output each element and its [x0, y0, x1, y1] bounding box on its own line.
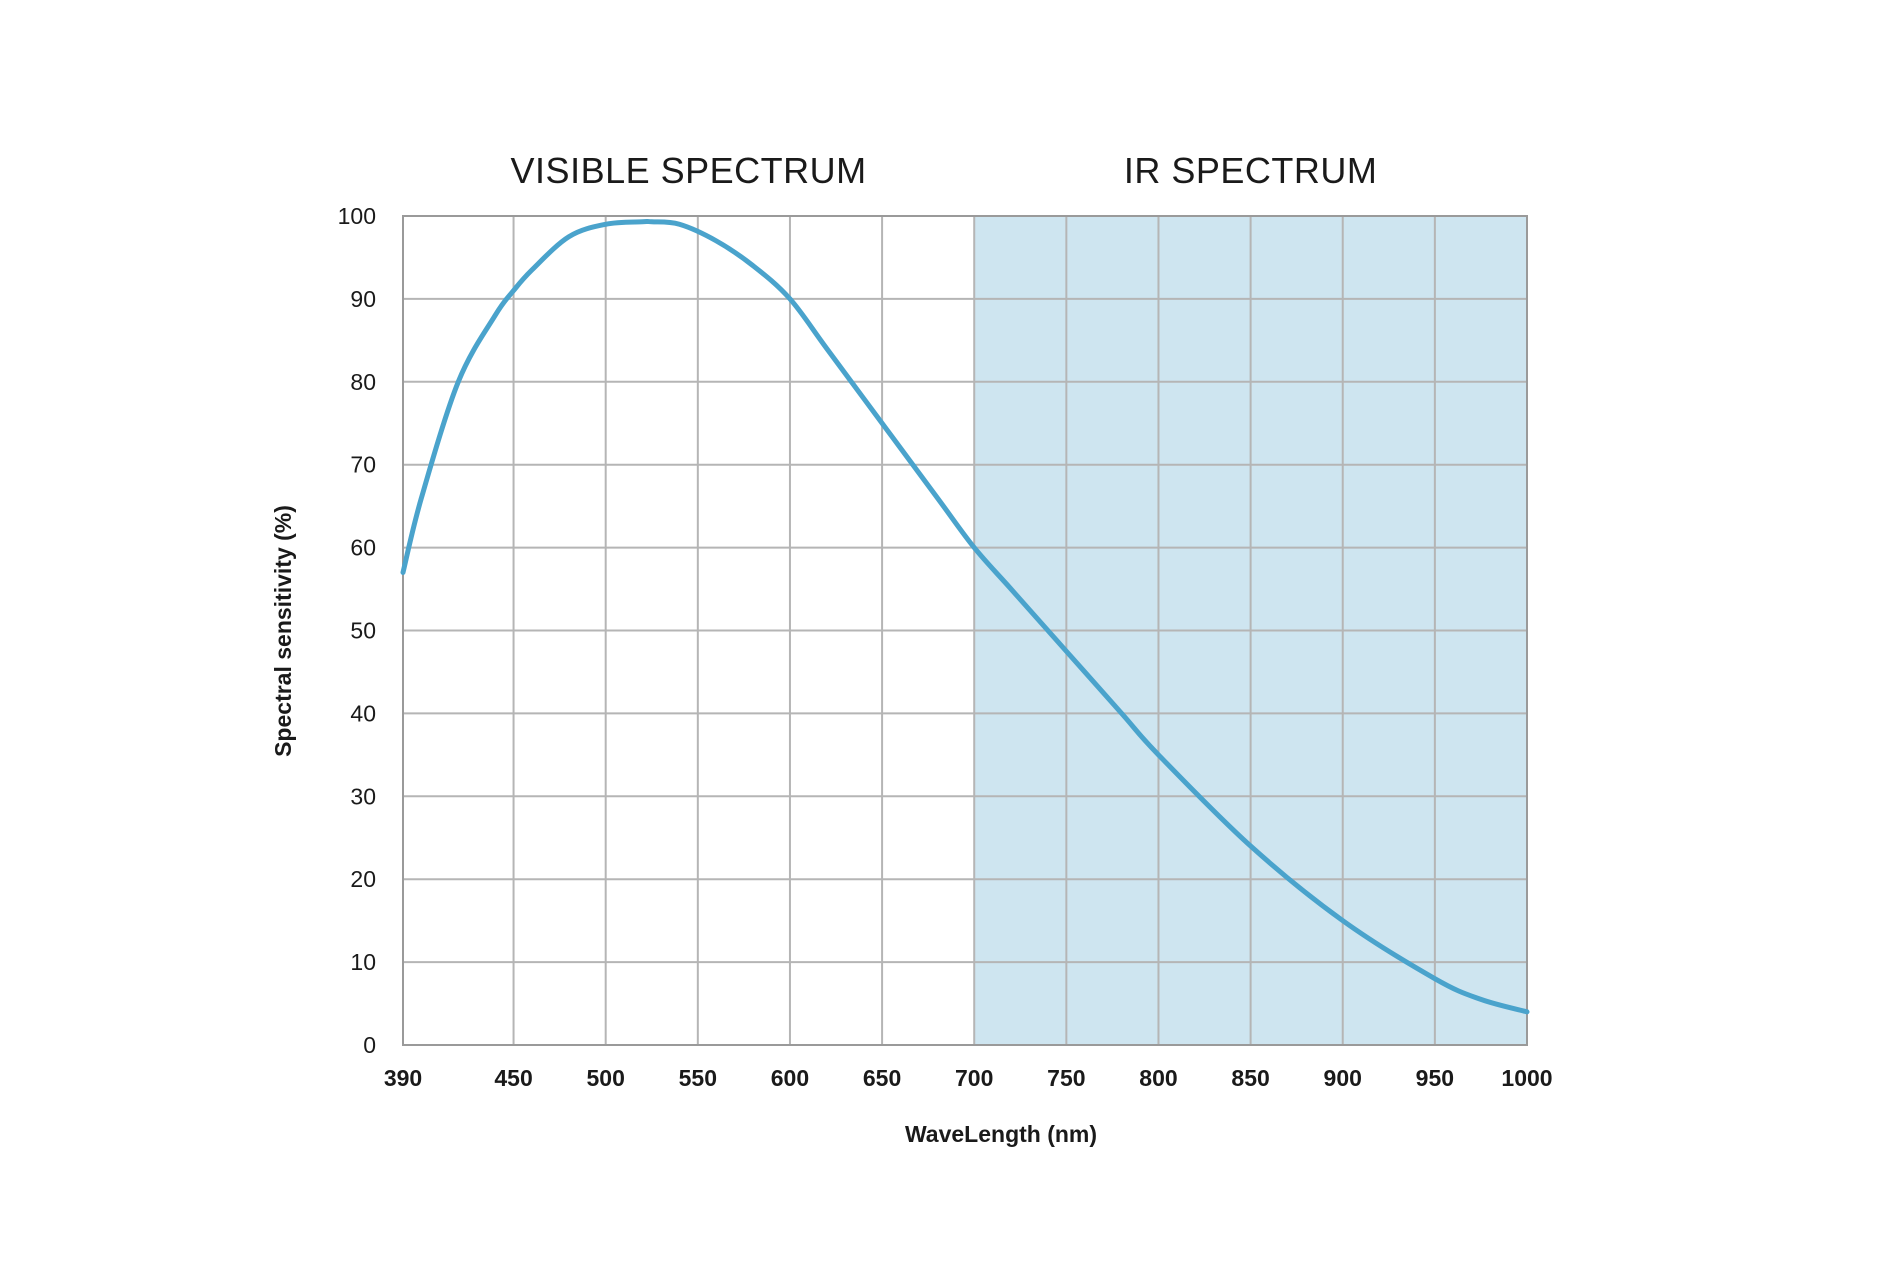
tick-layer: 390 450 500 550 600 650 700 750 800 850 900 950 1000… — [338, 203, 1553, 1091]
y-tick-label: 0 — [363, 1032, 376, 1058]
grid-layer — [402, 215, 1528, 1046]
x-tick-label: 600 — [771, 1065, 809, 1091]
y-tick-label: 10 — [350, 949, 376, 975]
spectral-sensitivity-line — [400, 218, 1530, 1015]
y-tick-label: 20 — [350, 866, 376, 892]
x-tick-label: 1000 — [1501, 1065, 1552, 1091]
x-tick-label: 550 — [679, 1065, 717, 1091]
y-tick-label: 50 — [350, 618, 376, 644]
plot-frame — [402, 215, 1528, 1046]
x-tick-label: 950 — [1416, 1065, 1454, 1091]
x-tick-label: 650 — [863, 1065, 901, 1091]
x-tick-label: 850 — [1231, 1065, 1269, 1091]
series-layer — [400, 218, 1530, 1015]
x-axis-title: WaveLength (nm) — [905, 1121, 1097, 1147]
x-tick-label: 800 — [1139, 1065, 1177, 1091]
y-axis-title: Spectral sensitivity (%) — [270, 505, 296, 757]
y-tick-label: 80 — [350, 369, 376, 395]
x-tick-label: 700 — [955, 1065, 993, 1091]
x-tick-label: 450 — [494, 1065, 532, 1091]
x-tick-label: 900 — [1324, 1065, 1362, 1091]
x-tick-label: 750 — [1047, 1065, 1085, 1091]
y-tick-label: 30 — [350, 783, 376, 809]
y-tick-label: 90 — [350, 286, 376, 312]
region-label: IR SPECTRUM — [1124, 150, 1378, 191]
y-tick-label: 70 — [350, 452, 376, 478]
y-tick-label: 60 — [350, 535, 376, 561]
region-label: VISIBLE SPECTRUM — [511, 150, 867, 191]
x-tick-label: 500 — [587, 1065, 625, 1091]
x-tick-label: 390 — [384, 1065, 422, 1091]
y-tick-label: 100 — [338, 203, 376, 229]
y-tick-label: 40 — [350, 700, 376, 726]
